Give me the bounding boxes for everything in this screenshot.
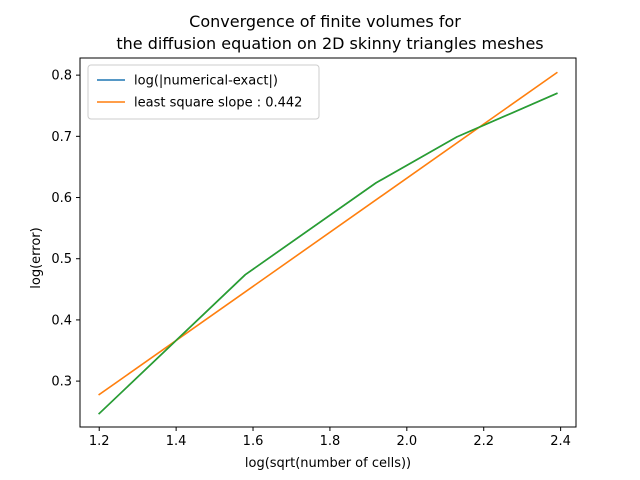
legend-label: least square slope : 0.442: [134, 96, 302, 111]
y-tick-label: 0.7: [51, 130, 72, 145]
legend-box: [87, 64, 320, 120]
x-tick-label: 2.2: [473, 434, 494, 449]
y-axis-label: log(error): [29, 227, 44, 288]
series-line-1: [98, 92, 558, 415]
plot-area-frame: [79, 57, 577, 428]
x-tick-label: 1.2: [89, 434, 110, 449]
y-tick-label: 0.5: [51, 252, 72, 267]
x-tick-label: 1.8: [320, 434, 341, 449]
x-tick-label: 2.0: [396, 434, 417, 449]
series-line-3: [98, 92, 558, 415]
series-layer: [98, 71, 558, 415]
x-axis-label: log(sqrt(number of cells)): [245, 456, 411, 471]
x-axis-ticks: 1.2 1.4 1.6 1.8 2.0 2.2 2.4: [89, 427, 571, 449]
x-tick-label: 1.4: [166, 434, 187, 449]
y-axis-ticks: 0.3 0.4 0.5 0.6 0.7 0.8: [51, 69, 80, 390]
y-tick-label: 0.4: [51, 313, 72, 328]
y-tick-label: 0.3: [51, 375, 72, 390]
chart-title-line-1: Convergence of finite volumes for: [189, 12, 461, 31]
y-tick-label: 0.8: [51, 69, 72, 84]
legend: log(|numerical-exact|) least square slope…: [87, 64, 320, 120]
y-tick-label: 0.6: [51, 191, 72, 206]
x-tick-label: 1.6: [243, 434, 264, 449]
x-tick-label: 2.4: [550, 434, 571, 449]
series-line-2: [98, 71, 558, 396]
chart-title-line-2: the diffusion equation on 2D skinny tria…: [116, 34, 543, 53]
legend-label: log(|numerical-exact|): [134, 74, 278, 89]
